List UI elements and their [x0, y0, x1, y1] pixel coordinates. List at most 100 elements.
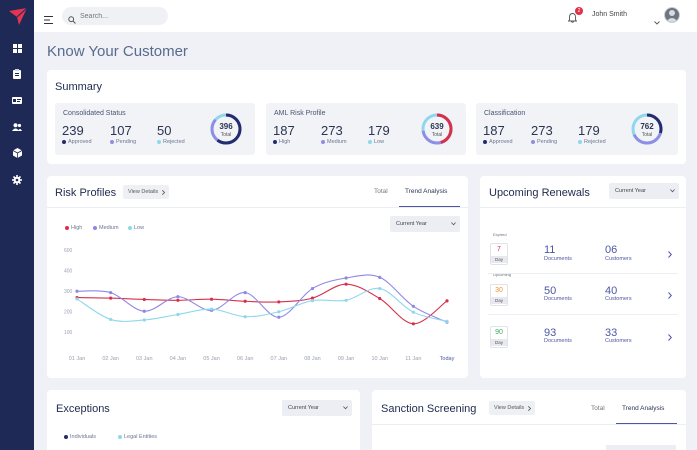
renewal-day-value: 7 — [497, 246, 501, 253]
stat-value: 187 — [483, 123, 505, 138]
data-point-high[interactable] — [243, 299, 247, 303]
id-card-icon[interactable] — [10, 93, 24, 107]
user-name[interactable]: John Smith — [592, 11, 628, 18]
year-dropdown[interactable]: Current Year — [282, 400, 352, 416]
data-point-high[interactable] — [277, 300, 281, 304]
renewal-day-label: Day — [491, 256, 507, 263]
risk-profiles-title: Risk Profiles — [55, 187, 117, 199]
data-point-low[interactable] — [378, 286, 382, 291]
aml-risk-profile-box[interactable]: AML Risk Profile 187 High 273 Medium 179… — [266, 103, 466, 155]
view-details-button[interactable]: View Details — [489, 401, 535, 415]
exceptions-title: Exceptions — [56, 403, 110, 415]
tab-total[interactable]: Total — [374, 188, 388, 195]
x-tick-label: 07 Jan — [271, 356, 288, 362]
data-point-medium[interactable] — [109, 291, 113, 295]
customers-count: 33 — [605, 327, 618, 339]
divider — [480, 207, 686, 208]
bell-icon[interactable] — [567, 10, 578, 28]
tab-trend-analysis[interactable]: Trend Analysis — [405, 188, 448, 195]
chevron-right-icon[interactable] — [668, 292, 672, 299]
data-point-high[interactable] — [109, 296, 113, 300]
data-point-medium[interactable] — [378, 275, 382, 279]
data-point-high[interactable] — [378, 296, 382, 301]
data-point-low[interactable] — [109, 317, 113, 322]
chevron-right-icon[interactable] — [668, 334, 672, 341]
clipboard-icon[interactable] — [10, 67, 24, 81]
data-point-medium[interactable] — [176, 295, 180, 299]
data-point-low[interactable] — [411, 310, 415, 314]
avatar[interactable] — [664, 7, 680, 23]
data-point-low[interactable] — [445, 319, 449, 323]
stat-label: Low — [374, 139, 385, 145]
data-point-low[interactable] — [310, 298, 315, 303]
notification-badge: 2 — [575, 7, 583, 15]
cube-icon[interactable] — [10, 146, 24, 160]
stat-legend: High — [273, 139, 290, 145]
data-point-low[interactable] — [243, 315, 247, 319]
legend-dot — [578, 139, 582, 144]
total-donut — [210, 113, 242, 145]
stat-legend: Low — [368, 139, 384, 145]
menu-icon[interactable] — [44, 11, 53, 29]
total-value: 396 — [219, 122, 233, 131]
x-tick-label: 05 Jan — [203, 356, 220, 362]
documents-count: 93 — [544, 327, 557, 339]
data-point-low[interactable] — [176, 312, 180, 317]
renewal-day-badge: 30 Day — [490, 284, 508, 306]
classification-box[interactable]: Classification 187 Approved 273 Pending … — [476, 103, 678, 155]
y-tick-label: 600 — [64, 248, 73, 254]
year-dropdown[interactable]: Current Year — [609, 183, 679, 199]
data-point-high[interactable] — [445, 299, 449, 303]
tab-total[interactable]: Total — [591, 405, 605, 412]
data-point-low[interactable] — [277, 310, 281, 314]
data-point-low[interactable] — [75, 297, 79, 301]
box-label: AML Risk Profile — [274, 110, 326, 117]
documents-label: Documents — [544, 296, 572, 302]
data-point-high[interactable] — [310, 296, 315, 300]
stat-legend: Pending — [531, 139, 557, 145]
stat-value: 179 — [578, 123, 600, 138]
stat-value: 273 — [531, 123, 553, 138]
year-dropdown[interactable]: Current Year — [390, 216, 460, 232]
view-details-button[interactable]: View Details — [123, 185, 169, 199]
page-title: Know Your Customer — [47, 43, 188, 60]
data-point-low[interactable] — [344, 298, 348, 302]
logo-icon[interactable] — [8, 7, 28, 31]
data-point-high[interactable] — [176, 298, 180, 302]
legend-individuals: Individuals — [64, 434, 96, 440]
legend-dot — [118, 434, 122, 439]
stat-label: Rejected — [163, 139, 185, 145]
data-point-medium[interactable] — [142, 309, 146, 313]
data-point-medium[interactable] — [243, 291, 247, 295]
divider — [372, 424, 686, 425]
data-point-high[interactable] — [344, 282, 348, 286]
documents-count: 11 — [544, 244, 556, 256]
data-point-medium[interactable] — [344, 276, 348, 280]
renewal-day-badge: 7 Day — [490, 243, 508, 265]
renewal-group-label: Upcoming — [493, 272, 512, 277]
y-tick-label: 100 — [64, 330, 73, 336]
dashboard-icon[interactable] — [10, 41, 24, 55]
data-point-medium[interactable] — [411, 304, 415, 308]
gear-icon[interactable] — [10, 173, 24, 187]
data-point-high[interactable] — [411, 322, 415, 326]
chevron-right-icon[interactable] — [668, 251, 672, 258]
view-details-label: View Details — [128, 189, 159, 195]
data-point-low[interactable] — [209, 307, 214, 311]
search-input[interactable] — [80, 9, 162, 23]
chevron-down-icon[interactable] — [654, 12, 660, 30]
year-dropdown[interactable] — [606, 445, 676, 450]
data-point-low[interactable] — [142, 318, 146, 322]
data-point-medium[interactable] — [75, 289, 79, 293]
search-box — [62, 7, 168, 25]
data-point-high[interactable] — [209, 297, 214, 301]
consolidated-status-box[interactable]: Consolidated Status 239 Approved 107 Pen… — [55, 103, 255, 155]
data-point-medium[interactable] — [310, 286, 315, 291]
tab-trend-analysis[interactable]: Trend Analysis — [622, 405, 665, 412]
data-point-medium[interactable] — [277, 315, 281, 319]
total-value: 639 — [430, 122, 444, 131]
data-point-high[interactable] — [142, 297, 146, 302]
users-icon[interactable] — [10, 120, 24, 134]
legend-dot — [531, 139, 535, 144]
stat-value: 187 — [273, 123, 295, 138]
